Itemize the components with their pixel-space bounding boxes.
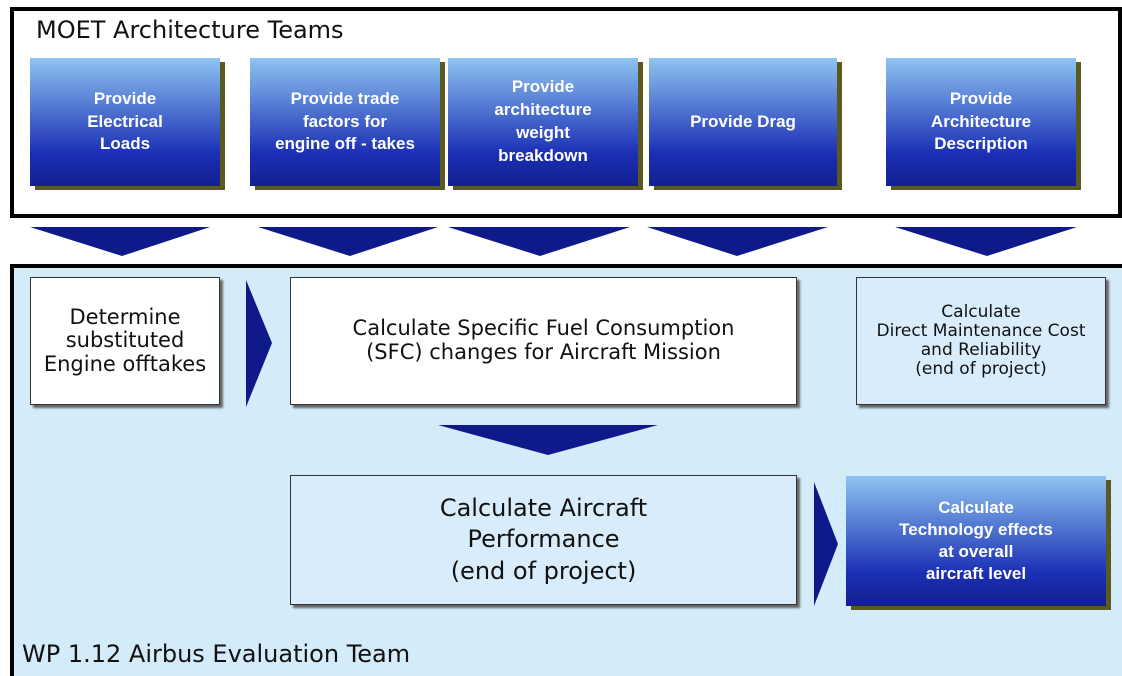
step-box: Calculate Specific Fuel Consumption (SFC)…	[290, 277, 797, 405]
box-line: (end of project)	[450, 556, 637, 585]
down-arrow	[895, 227, 1077, 256]
right-arrow	[246, 280, 272, 407]
box-line: Determine	[69, 304, 181, 329]
box-line: (SFC) changes for Aircraft Mission	[366, 340, 721, 364]
box-line: substituted	[65, 328, 185, 353]
box-line: breakdown	[498, 145, 588, 165]
box-line: Provide	[511, 77, 575, 97]
box-line: Provide trade	[290, 88, 400, 108]
input-box: Provide Electrical Loads	[30, 58, 220, 186]
down-arrow	[258, 227, 438, 256]
box-line: aircraft level	[925, 564, 1027, 584]
box-line: (end of project)	[915, 359, 1047, 380]
box-line: Loads	[99, 134, 151, 154]
box-line: Provide	[93, 88, 157, 108]
down-arrow	[448, 227, 630, 256]
box-line: at overall	[938, 542, 1014, 561]
evaluation-title: WP 1.12 Airbus Evaluation Team	[22, 640, 411, 668]
input-box: Provide Drag	[649, 58, 837, 186]
box-line: architecture	[494, 100, 592, 120]
box-line: Engine offtakes	[43, 351, 207, 376]
box-line: weight	[516, 123, 570, 142]
step-box: Calculate Aircraft Performance (end of pro…	[290, 475, 797, 605]
box-line: Performance	[467, 525, 620, 554]
input-box: Provide architecture weight breakdown	[448, 58, 638, 186]
down-arrow	[438, 425, 658, 455]
right-arrow	[814, 482, 838, 606]
input-box: Provide trade factors for engine off - tak…	[250, 58, 440, 186]
box-line: engine off - takes	[275, 134, 415, 154]
box-line: Description	[934, 134, 1028, 154]
down-arrow	[647, 227, 828, 256]
box-line: Provide Drag	[690, 111, 796, 131]
box-line: factors for	[302, 111, 388, 131]
teams-title: MOET Architecture Teams	[36, 16, 344, 44]
box-line: Calculate	[941, 301, 1021, 322]
input-box: Provide Architecture Description	[886, 58, 1076, 186]
step-box: Calculate Technology effects at overall air…	[846, 476, 1106, 606]
box-line: Electrical	[87, 111, 163, 131]
box-line: Technology effects	[899, 519, 1053, 539]
step-box: Calculate Direct Maintenance Cost and Reli…	[856, 277, 1106, 405]
box-line: Architecture	[930, 111, 1032, 131]
box-line: and Reliability	[920, 340, 1042, 360]
box-line: Direct Maintenance Cost	[876, 320, 1086, 341]
box-line: Calculate Aircraft	[439, 494, 648, 523]
box-line: Provide	[949, 88, 1013, 108]
down-arrow	[30, 227, 210, 256]
box-line: Calculate	[938, 497, 1014, 517]
box-line: Calculate Specific Fuel Consumption	[352, 316, 735, 341]
step-box: Determine substituted Engine offtakes	[30, 277, 220, 405]
